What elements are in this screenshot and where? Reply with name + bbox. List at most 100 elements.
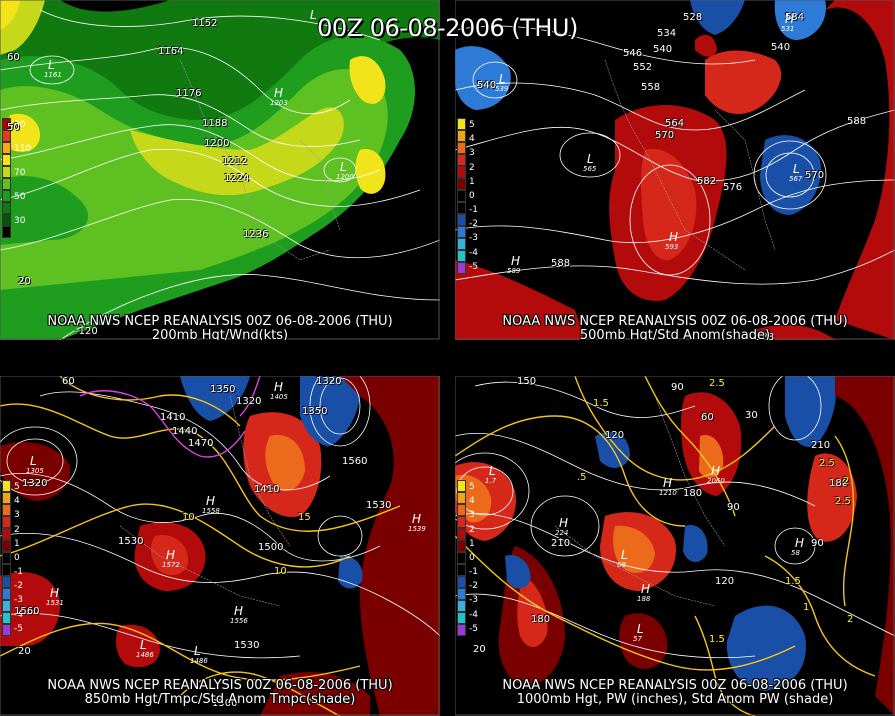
- temperature-contour-label: 1.5: [785, 576, 801, 587]
- temperature-contour-label: 2.5: [709, 378, 725, 389]
- contour-label: 570: [805, 170, 825, 181]
- legend-swatch: [457, 540, 466, 552]
- center-value: 1210: [659, 489, 677, 497]
- high-center-marker: H: [669, 230, 679, 244]
- center-value: 539: [495, 85, 509, 93]
- legend-swatch: [457, 178, 466, 190]
- legend-swatch: [457, 214, 466, 226]
- contour-label: 50: [7, 122, 20, 133]
- contour-label: 588: [551, 258, 571, 269]
- contour-label: 1560: [342, 456, 368, 467]
- legend-tick-label: 90: [14, 120, 26, 130]
- high-center-marker: H: [711, 464, 721, 478]
- center-value: 1305: [26, 467, 44, 475]
- temperature-contour-label: 10: [274, 566, 287, 577]
- contour-label: 60: [701, 412, 714, 423]
- legend-tick-label: -4: [469, 247, 478, 258]
- high-center-marker: H: [234, 604, 244, 618]
- legend-tick-label: 1: [469, 176, 475, 187]
- caption-200mb-source: NOAA NWS NCEP REANALYSIS 00Z 06-08-2006 …: [47, 314, 393, 329]
- temperature-contour-label: 2.5: [819, 458, 835, 469]
- legend-tick-label: -2: [469, 219, 478, 230]
- caption-1000mb-source: NOAA NWS NCEP REANALYSIS 00Z 06-08-2006 …: [502, 678, 848, 693]
- caption-500mb-field: 500mb Hgt/Std Anom(shade): [579, 328, 771, 340]
- center-value: 1558: [202, 507, 220, 515]
- contour-label: 1164: [158, 46, 184, 57]
- temperature-contour-label: 2.5: [835, 496, 851, 507]
- caption-1000mb-field: 1000mb Hgt, PW (inches), Std Anom PW (sh…: [516, 692, 834, 707]
- legend-500mb: 5 4 3 2 1 0 -1 -2 -3 -4 -5: [457, 118, 478, 274]
- contour-label: 1560: [14, 606, 40, 617]
- legend-swatch: [2, 142, 11, 154]
- legend-swatch: [2, 552, 11, 564]
- high-center-marker: H: [274, 86, 284, 100]
- contour-label: 1236: [243, 229, 269, 240]
- legend-tick-label: 0: [14, 552, 20, 563]
- contour-label: 150: [517, 376, 537, 387]
- center-value: 1203: [270, 99, 288, 107]
- legend-swatch: [2, 480, 11, 492]
- legend-swatch: [2, 540, 11, 552]
- contour-label: 546: [623, 48, 643, 59]
- low-center-marker: L: [489, 464, 496, 478]
- legend-tick-label: -3: [469, 233, 478, 244]
- low-center-marker: L: [140, 638, 147, 652]
- contour-label: 552: [633, 62, 653, 73]
- legend-swatch: [457, 516, 466, 528]
- legend-1000mb: 5 4 3 2 1 0 -1 -2 -3 -4 -5: [457, 480, 478, 636]
- legend-swatch: [2, 178, 11, 190]
- center-value: 1405: [270, 393, 288, 401]
- low-center-marker: L: [587, 152, 594, 166]
- center-value: 1486: [136, 651, 154, 659]
- contour-label: 20: [18, 646, 31, 657]
- legend-tick-label: 3: [14, 510, 20, 521]
- contour-label: 576: [723, 182, 743, 193]
- caption-850mb-source: NOAA NWS NCEP REANALYSIS 00Z 06-08-2006 …: [47, 678, 393, 693]
- legend-swatch: [457, 492, 466, 504]
- contour-label: 1200: [204, 138, 230, 149]
- legend-tick-label: -3: [14, 595, 23, 606]
- legend-swatch: [457, 262, 466, 274]
- legend-tick-label: 5: [469, 482, 475, 492]
- contour-label: 1320: [236, 396, 262, 407]
- contour-label: 540: [771, 42, 791, 53]
- contour-label: 534: [657, 28, 677, 39]
- center-value: 224: [555, 529, 569, 537]
- panel-850mb: 5 4 3 2 1 0 -1 -2 -3 -4 -5 1350 1320 1320 1410 1440 147…: [0, 376, 440, 716]
- legend-tick-label: -5: [14, 623, 23, 634]
- legend-tick-label: -1: [469, 567, 478, 578]
- contour-label: 1350: [210, 384, 236, 395]
- temperature-contour-label: 2: [843, 476, 850, 487]
- legend-swatch: [2, 612, 11, 624]
- contour-label: 1500: [258, 542, 284, 553]
- contour-label: 90: [671, 382, 684, 393]
- low-center-marker: L: [310, 8, 317, 22]
- legend-swatch: [457, 250, 466, 262]
- contour-label: 1224: [224, 173, 250, 184]
- high-center-marker: H: [641, 582, 651, 596]
- legend-swatch: [457, 154, 466, 166]
- contour-label: 1530: [366, 500, 392, 511]
- legend-tick-label: -5: [469, 623, 478, 634]
- center-value: 567: [789, 175, 803, 183]
- low-center-marker: L: [340, 160, 347, 174]
- center-value: 1200: [336, 173, 354, 181]
- legend-tick-label: -1: [14, 567, 23, 578]
- legend-swatch: [2, 166, 11, 178]
- contour-label: 60: [62, 376, 75, 387]
- legend-swatch: [2, 600, 11, 612]
- contour-label: 564: [665, 118, 685, 129]
- legend-tick-label: 1: [14, 538, 20, 549]
- contour-label: 210: [551, 538, 571, 549]
- legend-swatch: [457, 480, 466, 492]
- panel-1000mb: 5 4 3 2 1 0 -1 -2 -3 -4 -5 150 90 120 60 30 210 180 180 90…: [455, 376, 895, 716]
- legend-tick-label: 5: [14, 482, 20, 492]
- contour-label: 558: [641, 82, 661, 93]
- legend-swatch: [457, 202, 466, 214]
- legend-swatch: [2, 576, 11, 588]
- center-value: 1486: [190, 657, 208, 665]
- legend-swatch: [457, 600, 466, 612]
- legend-swatch: [2, 202, 11, 214]
- center-value: 188: [637, 595, 651, 603]
